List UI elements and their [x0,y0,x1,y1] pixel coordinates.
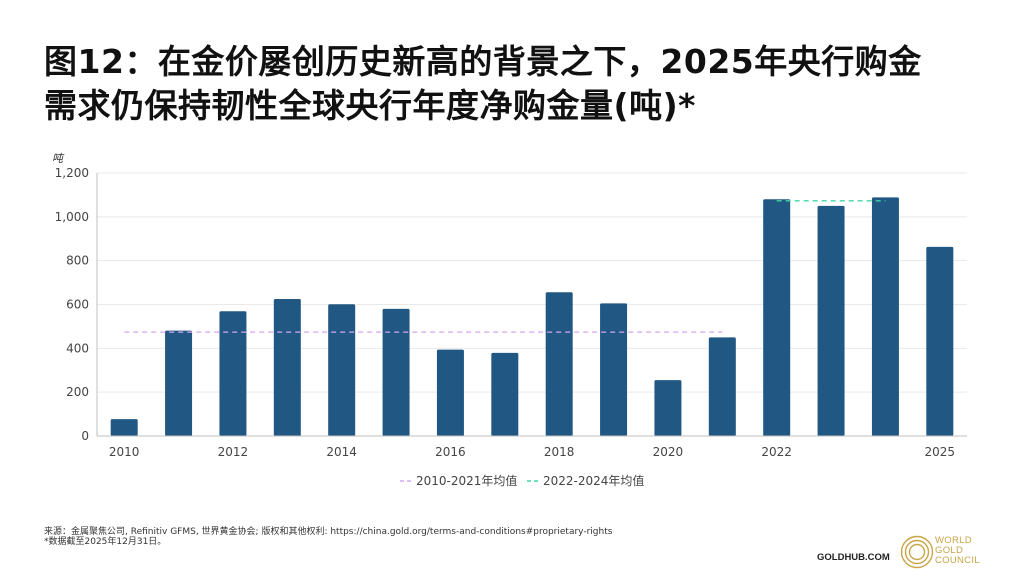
bar-2016 [436,349,464,436]
legend-label: 2022-2024年均值 [543,473,644,488]
title-line-1: 图12：在金价屡创历史新高的背景之下，2025年央行购金 [44,42,922,81]
legend: 2010-2021年均值 2022-2024年均值 [400,473,644,488]
x-tick-label: 2014 [326,445,357,459]
source-note: 来源：金属聚焦公司, Refinitiv GFMS, 世界黄金协会; 版权和其他… [44,527,612,547]
legend-item: 2022-2024年均值 [527,473,644,488]
y-tick-label: 400 [66,341,89,355]
goldhub-link[interactable]: GOLDHUB.COM [817,552,890,563]
logo-line: COUNCIL [935,555,980,566]
bar-2019 [600,303,628,436]
bar-2021 [708,337,736,436]
legend-label: 2010-2021年均值 [416,473,517,488]
page-title: 图12：在金价屡创历史新高的背景之下，2025年央行购金 需求仍保持韧性全球央行… [44,40,1004,128]
x-tick-label: 2016 [435,445,466,459]
world-gold-council-logo-text: WORLD GOLD COUNCIL [935,536,980,566]
bar-2012 [219,311,247,436]
legend-item: 2010-2021年均值 [400,473,517,488]
y-axis-label: 吨 [52,152,65,165]
source-text: 来源：金属聚焦公司, Refinitiv GFMS, 世界黄金协会; 版权和其他… [44,527,613,537]
bar-2018 [545,292,573,436]
x-tick-label: 2022 [761,445,792,459]
bars [110,197,954,436]
x-axis-ticks: 2010 2012 2014 2016 2018 2020 2022 2025 [109,445,955,459]
bar-2010 [110,419,138,436]
x-tick-label: 2018 [544,445,575,459]
title-line-2: 需求仍保持韧性全球央行年度净购金量(吨)* [44,86,696,125]
bar-2014 [328,304,356,436]
bar-2017 [491,352,519,436]
bar-2022 [763,199,791,436]
bar-2015 [382,308,410,436]
bar-2011 [165,330,193,436]
y-axis-ticks: 0 200 400 600 800 1,000 1,200 [55,166,89,443]
y-tick-label: 1,000 [55,210,89,224]
reference-lines [124,200,886,333]
y-tick-label: 1,200 [55,166,89,180]
x-tick-label: 2010 [109,445,140,459]
x-tick-label: 2025 [925,445,956,459]
bar-2020 [654,380,682,436]
bar-2025 [926,246,954,436]
data-cutoff-note: *数据截至2025年12月31日。 [44,537,167,547]
bar-2024 [871,197,899,436]
world-gold-council-logo-icon [900,535,934,569]
y-tick-label: 800 [66,254,89,268]
x-tick-label: 2012 [218,445,249,459]
y-tick-label: 200 [66,385,89,399]
y-tick-label: 600 [66,298,89,312]
logo-line: WORLD [935,535,972,546]
bar-2013 [273,299,301,436]
bar-2023 [817,205,845,436]
logo-line: GOLD [935,545,964,556]
y-tick-label: 0 [81,429,89,443]
x-tick-label: 2020 [653,445,684,459]
